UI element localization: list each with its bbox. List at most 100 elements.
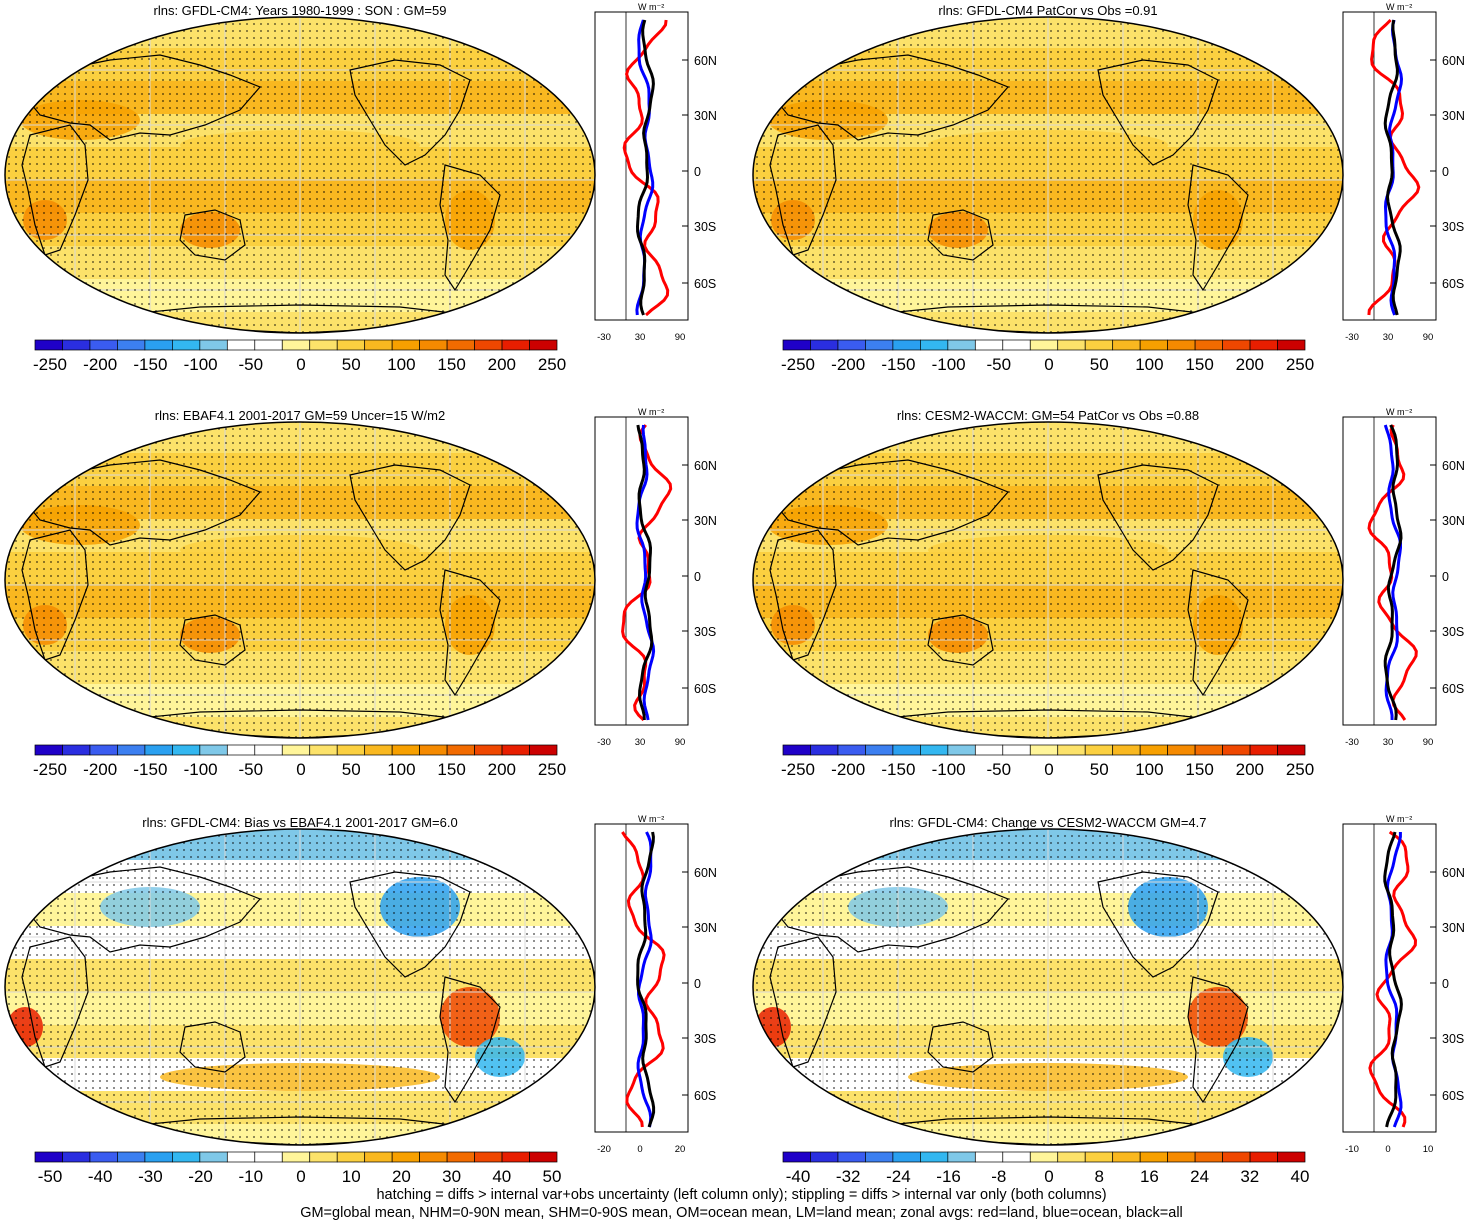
colorbar-swatch — [947, 744, 976, 756]
colorbar-swatch — [226, 1151, 256, 1163]
colorbar-swatch — [529, 744, 558, 756]
colorbar-swatch — [1222, 339, 1251, 351]
footer-legend-line-1: hatching = diffs > internal var+obs unce… — [376, 1187, 1107, 1203]
zonal-latitude-label: 60N — [1442, 866, 1465, 880]
zonal-latitude-label: 30N — [694, 921, 717, 935]
colorbar-tick-label: -100 — [184, 760, 218, 779]
colorbar-swatch — [254, 1151, 283, 1163]
all-zonal-curve — [1383, 424, 1403, 721]
colorbar-swatch — [1277, 339, 1306, 351]
panel-title: rlns: GFDL-CM4: Years 1980-1999 : SON : … — [153, 3, 447, 18]
colorbar-swatch — [1222, 1151, 1251, 1163]
zonal-latitude-label: 30N — [1442, 109, 1465, 123]
colorbar-swatch — [974, 744, 1004, 756]
colorbar-swatch — [199, 339, 228, 351]
land-zonal-curve — [622, 19, 670, 317]
colorbar-tick-label: 250 — [1286, 355, 1314, 374]
panel-title: rlns: GFDL-CM4: Bias vs EBAF4.1 2001-201… — [142, 815, 458, 830]
colorbar-tick-label: 150 — [1185, 355, 1213, 374]
colorbar-swatch — [1167, 744, 1196, 756]
colorbar-swatch — [199, 744, 228, 756]
colorbar: -250 -200 -150 -100 -50 0 50 100 150 200 250 — [33, 744, 566, 779]
panel-gfdl-cm4-patcor: rlns: GFDL-CM4 PatCor vs Obs =0.91 -250-… — [748, 0, 1483, 405]
zonal-mean-profile: W m⁻² 60N 30N 0 30S 60S -30 30 90 — [1342, 407, 1465, 748]
robinson-map — [4, 16, 596, 334]
colorbar-swatch — [1084, 1151, 1114, 1163]
zonal-latitude-label: 60N — [1442, 459, 1465, 473]
colorbar-swatch — [419, 1151, 448, 1163]
colorbar-tick-label: -250 — [781, 355, 815, 374]
panel-change-vs-cesm2: rlns: GFDL-CM4: Change vs CESM2-WACCM GM… — [748, 812, 1483, 1217]
zonal-mean-profile: W m⁻² 60N 30N 0 30S 60S -30 30 90 — [594, 2, 717, 343]
colorbar-tick-label: 40 — [1291, 1167, 1310, 1186]
colorbar-swatch — [810, 1151, 839, 1163]
colorbar-tick-label: 250 — [538, 355, 566, 374]
colorbar-swatch — [89, 1151, 118, 1163]
colorbar-swatch — [892, 1151, 921, 1163]
zonal-x-tick-label: 20 — [675, 1144, 686, 1155]
robinson-map — [4, 828, 596, 1146]
zonal-x-tick-label: 90 — [1423, 737, 1434, 748]
colorbar-swatch — [1112, 1151, 1141, 1163]
colorbar-swatch — [1139, 339, 1168, 351]
colorbar-swatch — [1057, 744, 1086, 756]
colorbar-swatch — [254, 339, 283, 351]
colorbar-tick-label: 250 — [1286, 760, 1314, 779]
all-zonal-curve — [636, 424, 654, 721]
colorbar-tick-label: 0 — [296, 760, 305, 779]
zonal-latitude-label: 60N — [694, 54, 717, 68]
colorbar-swatch — [144, 1151, 173, 1163]
zonal-latitude-label: 0 — [694, 570, 701, 584]
zonal-x-tick-label: 30 — [635, 737, 646, 748]
colorbar-swatch — [1084, 339, 1114, 351]
colorbar-swatch — [281, 1151, 311, 1163]
colorbar-swatch — [1002, 339, 1031, 351]
colorbar-tick-label: 50 — [1090, 355, 1109, 374]
colorbar-tick-label: 24 — [1190, 1167, 1209, 1186]
colorbar-swatch — [309, 1151, 338, 1163]
colorbar-swatch — [1167, 1151, 1196, 1163]
colorbar-tick-label: -250 — [33, 760, 67, 779]
colorbar-swatch — [865, 744, 894, 756]
colorbar-tick-label: -50 — [239, 760, 264, 779]
colorbar: -40 -32 -24 -16 -8 0 8 16 24 32 40 — [782, 1151, 1310, 1186]
zonal-latitude-label: 30N — [1442, 921, 1465, 935]
panel-title: rlns: EBAF4.1 2001-2017 GM=59 Uncer=15 W… — [154, 408, 446, 423]
colorbar-swatch — [446, 1151, 475, 1163]
colorbar-tick-label: -150 — [133, 355, 167, 374]
colorbar-swatch — [1029, 339, 1059, 351]
panel-title: rlns: GFDL-CM4 PatCor vs Obs =0.91 — [938, 3, 1158, 18]
colorbar-swatch — [281, 339, 311, 351]
all-zonal-curve — [635, 19, 655, 316]
colorbar-swatch — [1222, 744, 1251, 756]
colorbar-tick-label: 150 — [437, 760, 465, 779]
colorbar-swatch — [837, 1151, 866, 1163]
colorbar-swatch — [172, 744, 201, 756]
zonal-latitude-label: 60N — [694, 866, 717, 880]
zonal-x-tick-label: -30 — [597, 332, 611, 343]
panel-cesm2-waccm: rlns: CESM2-WACCM: GM=54 PatCor vs Obs =… — [748, 405, 1483, 810]
colorbar-swatch — [391, 1151, 420, 1163]
zonal-latitude-label: 0 — [1442, 570, 1449, 584]
colorbar-tick-label: 200 — [1236, 760, 1264, 779]
colorbar-tick-label: 10 — [342, 1167, 361, 1186]
colorbar-swatch — [172, 1151, 201, 1163]
colorbar-swatch — [974, 1151, 1004, 1163]
colorbar-tick-label: 100 — [1135, 355, 1163, 374]
zonal-x-tick-label: -10 — [1345, 1144, 1359, 1155]
colorbar-swatch — [782, 1151, 811, 1163]
colorbar-tick-label: 50 — [342, 760, 361, 779]
colorbar-tick-label: 50 — [1090, 760, 1109, 779]
zonal-x-tick-label: 90 — [675, 332, 686, 343]
colorbar-swatch — [117, 339, 146, 351]
colorbar-swatch — [1112, 744, 1141, 756]
colorbar-swatch — [1277, 1151, 1306, 1163]
zonal-mean-profile: W m⁻² 60N 30N 0 30S 60S -30 30 90 — [1342, 2, 1465, 343]
colorbar-swatch — [474, 1151, 503, 1163]
colorbar-swatch — [1057, 339, 1086, 351]
colorbar-tick-label: -200 — [831, 760, 865, 779]
colorbar-swatch — [34, 339, 63, 351]
zonal-latitude-label: 0 — [694, 977, 701, 991]
colorbar: -250 -200 -150 -100 -50 0 50 100 150 200 250 — [781, 744, 1314, 779]
ocean-zonal-curve — [636, 831, 653, 1128]
